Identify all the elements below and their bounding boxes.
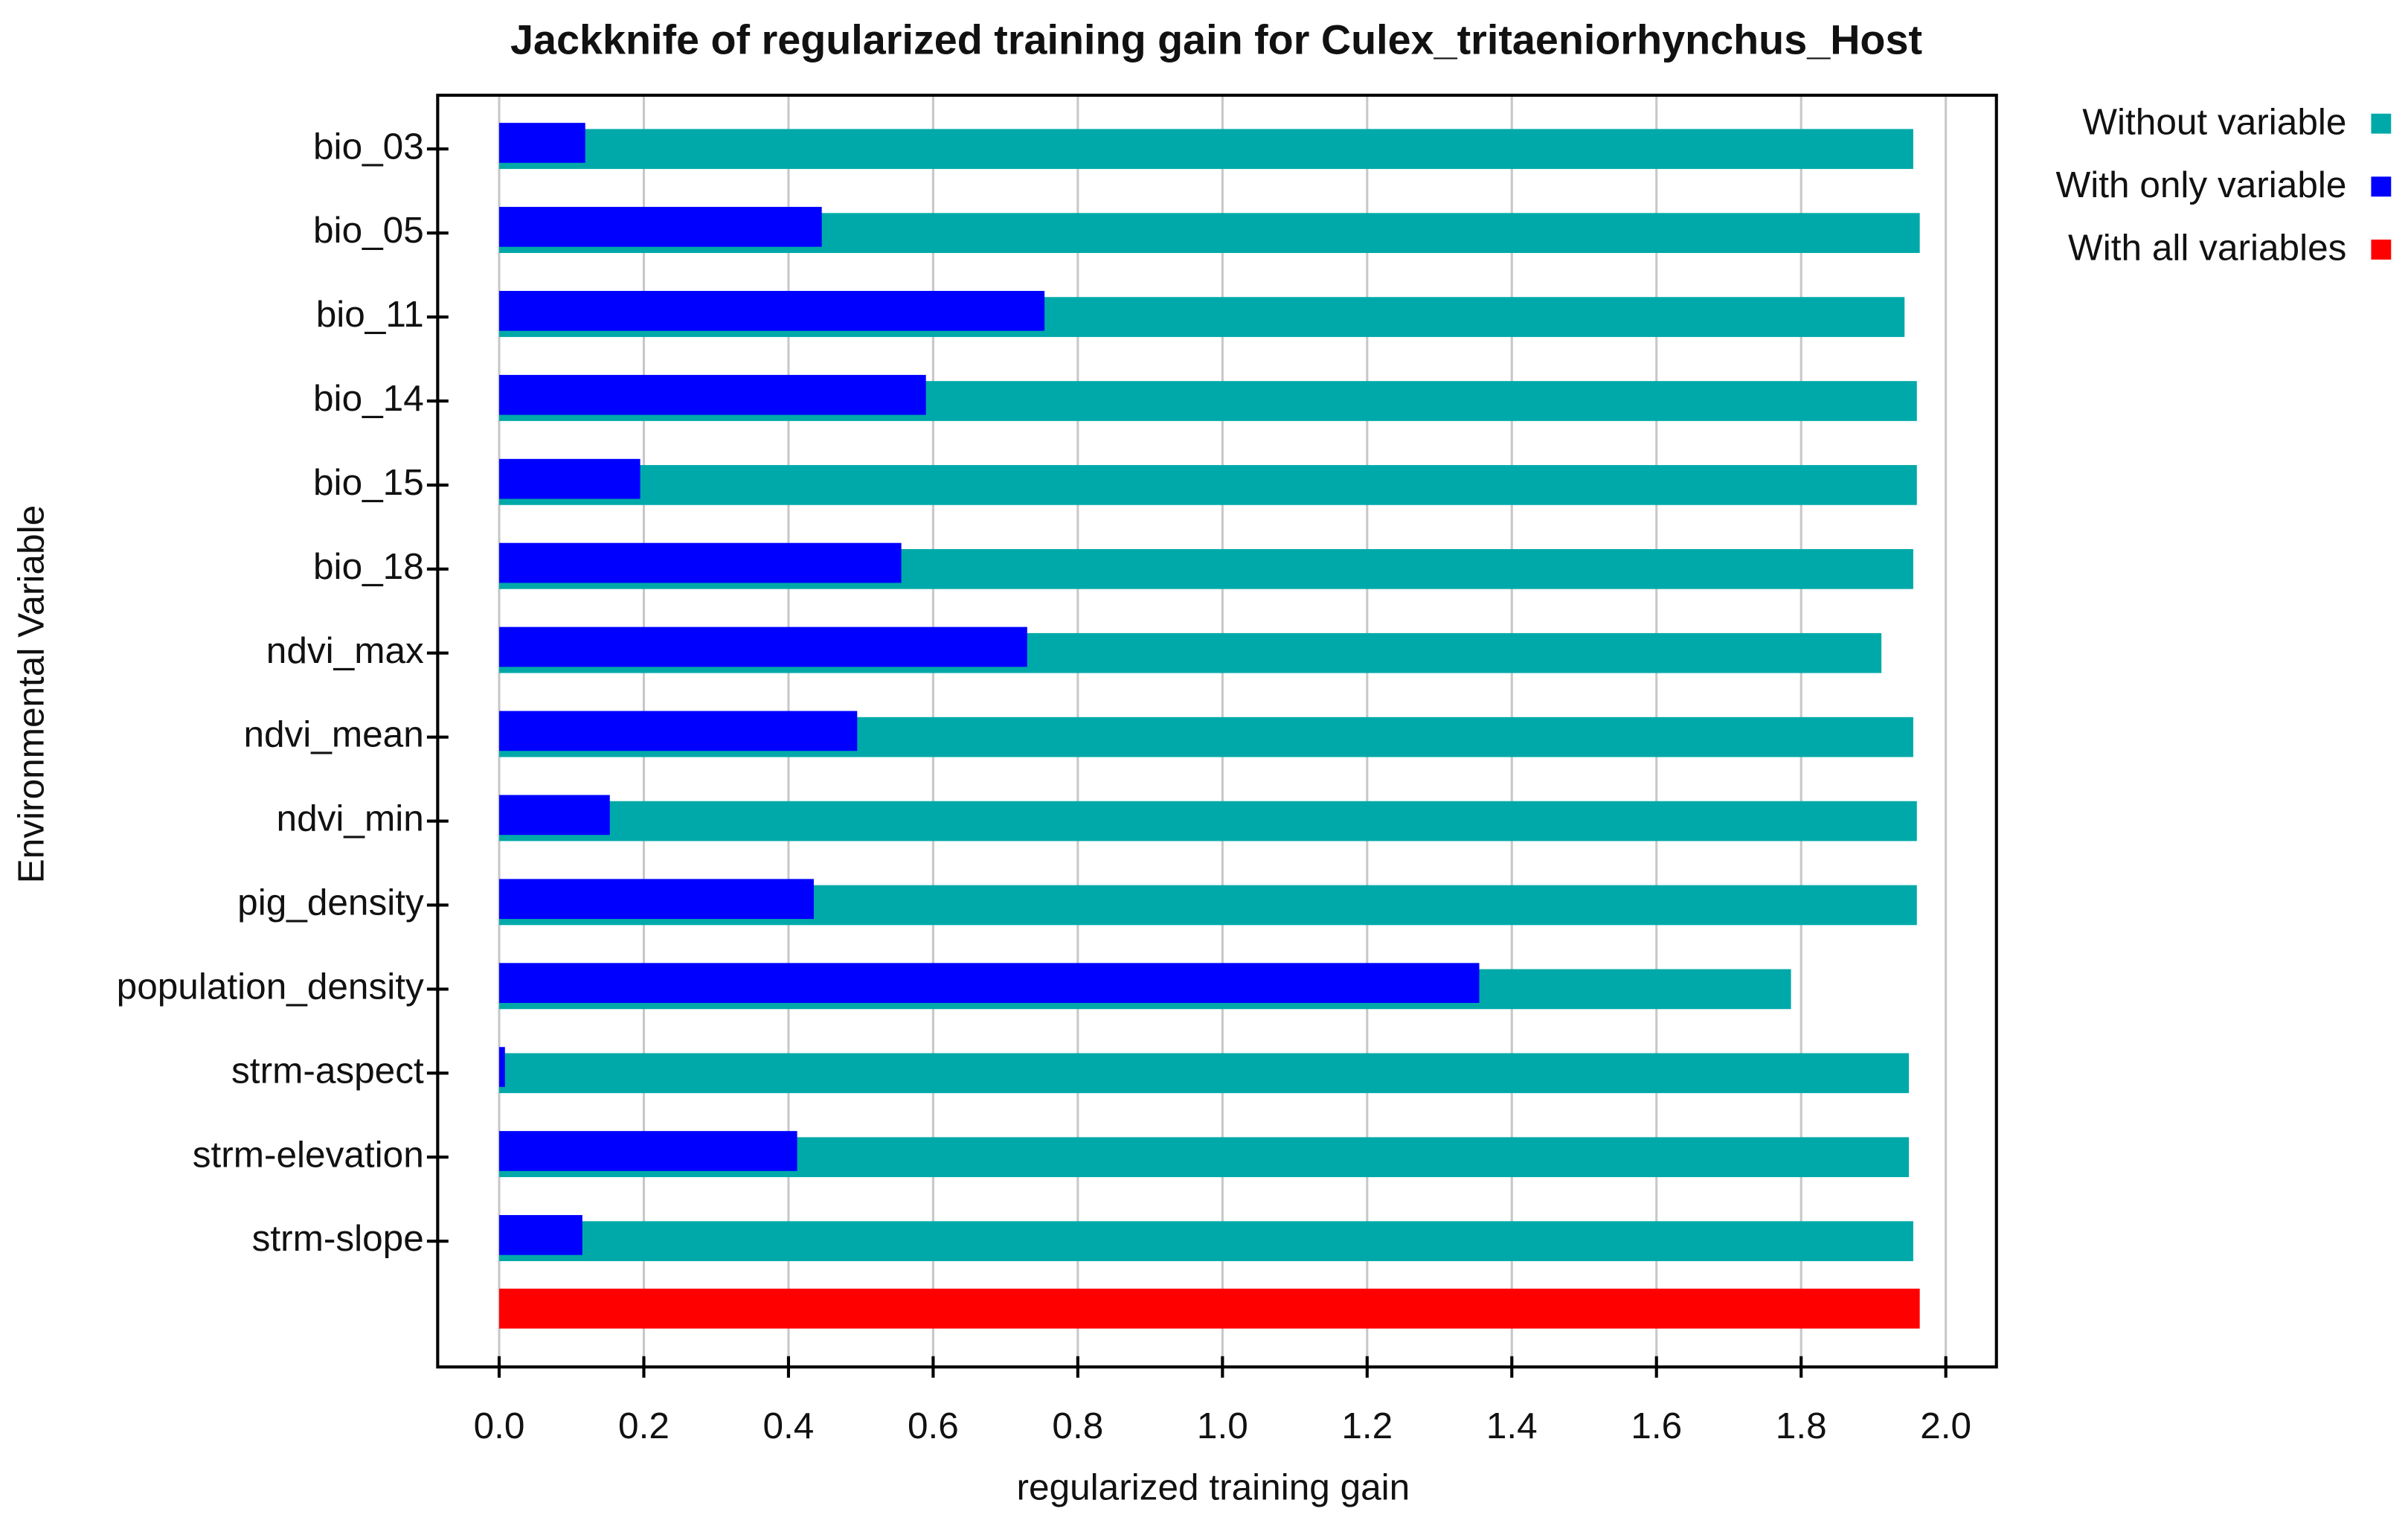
y-tick-label: population_density xyxy=(117,966,424,1007)
legend-label: With all variables xyxy=(2068,228,2346,269)
y-tick-label: bio_15 xyxy=(313,462,424,503)
bar-without xyxy=(499,1053,1910,1094)
legend-label: With only variable xyxy=(2056,164,2347,205)
bar-without xyxy=(499,801,1917,842)
chart-title: Jackknife of regularized training gain f… xyxy=(510,17,1922,63)
bar-with-only xyxy=(499,711,858,751)
bar-with-only xyxy=(499,879,814,920)
y-tick-label: bio_18 xyxy=(313,546,424,587)
y-tick-label: strm-elevation xyxy=(193,1134,424,1175)
bar-with-all xyxy=(499,1288,1920,1329)
x-axis-label: regularized training gain xyxy=(1017,1467,1410,1507)
x-tick-label: 1.0 xyxy=(1197,1405,1248,1446)
x-tick-label: 2.0 xyxy=(1920,1405,1971,1446)
plot-frame xyxy=(436,93,1998,1369)
bar-with-only xyxy=(499,1131,797,1171)
legend-label: Without variable xyxy=(2082,101,2346,142)
x-tick-label: 0.0 xyxy=(474,1405,525,1446)
bar-with-only xyxy=(499,207,822,247)
y-tick-label: ndvi_min xyxy=(277,798,424,839)
bar-with-only xyxy=(499,542,902,583)
bar-with-only xyxy=(499,1215,582,1255)
bar-with-only xyxy=(499,123,585,163)
bar-without xyxy=(499,1221,1913,1261)
bar-with-only xyxy=(499,963,1480,1003)
bar-without xyxy=(499,129,1913,170)
x-tick-label: 1.8 xyxy=(1776,1405,1827,1446)
x-tick-label: 0.4 xyxy=(763,1405,815,1446)
y-tick-label: pig_density xyxy=(237,882,424,923)
y-tick-label: strm-aspect xyxy=(231,1050,424,1091)
x-tick-label: 0.2 xyxy=(618,1405,670,1446)
legend-swatch xyxy=(2371,240,2392,260)
x-tick-label: 1.6 xyxy=(1631,1405,1682,1446)
bar-with-only xyxy=(499,458,640,499)
x-tick-label: 0.6 xyxy=(908,1405,959,1446)
y-tick-label: bio_11 xyxy=(316,294,424,335)
y-tick-label: bio_03 xyxy=(313,126,424,167)
bar-with-only xyxy=(499,374,926,415)
y-tick-label: ndvi_max xyxy=(266,630,424,671)
y-tick-label: strm-slope xyxy=(252,1218,424,1259)
y-tick-label: ndvi_mean xyxy=(243,714,423,755)
legend-swatch xyxy=(2371,176,2392,197)
bar-with-only xyxy=(499,795,610,836)
x-tick-label: 0.8 xyxy=(1052,1405,1103,1446)
x-tick-label: 1.4 xyxy=(1486,1405,1538,1446)
bar-with-only xyxy=(499,1047,505,1087)
legend-swatch xyxy=(2371,113,2392,134)
bar-with-only xyxy=(499,626,1027,667)
x-tick-label: 1.2 xyxy=(1341,1405,1393,1446)
bar-without xyxy=(499,465,1917,505)
y-tick-label: bio_14 xyxy=(313,378,424,419)
y-tick-label: bio_05 xyxy=(313,210,424,251)
bar-with-only xyxy=(499,290,1045,331)
y-axis-label: Environmental Variable xyxy=(11,505,52,883)
